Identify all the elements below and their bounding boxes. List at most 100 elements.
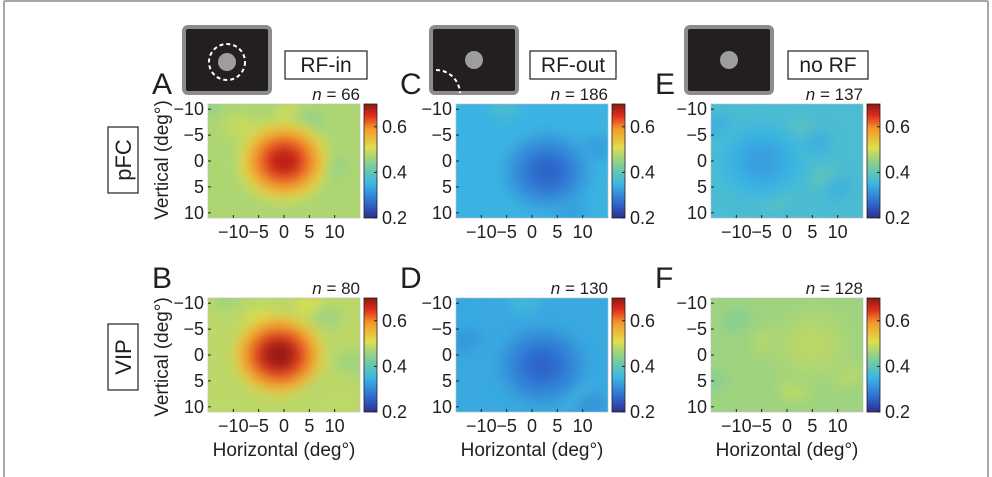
rf-ring-icon [208, 43, 246, 81]
colorbar-tick-label: 0.6 [630, 117, 655, 137]
sample-size-label: n = 80 [312, 279, 360, 298]
x-tick-label: −5 [248, 222, 269, 242]
y-axis-title-bottom: Vertical (deg°) [152, 297, 173, 417]
x-tick-label: −5 [496, 416, 517, 436]
x-tick-label: −5 [496, 222, 517, 242]
colorbar-tick-label: 0.6 [885, 117, 910, 137]
condition-label-rf-out: RF-out [541, 54, 605, 77]
region-label-pfc-box: pFC [107, 126, 139, 194]
y-tick-label: 5 [194, 177, 204, 197]
y-tick-label: 10 [184, 203, 204, 223]
x-tick-label: 5 [807, 222, 817, 242]
rf-partial-ring-icon [435, 68, 461, 94]
y-tick-label: −10 [676, 293, 707, 313]
region-label-vip-box: VIP [107, 323, 139, 391]
x-tick-label: −10 [721, 416, 752, 436]
x-tick-label: 0 [527, 416, 537, 436]
sample-size-label: n = 128 [806, 279, 863, 298]
x-tick-label: −10 [218, 222, 249, 242]
x-tick-label: 5 [552, 416, 562, 436]
colorbar-tick-label: 0.4 [630, 356, 655, 376]
colorbar-tick-label: 0.6 [382, 311, 407, 331]
colorbar-tick-label: 0.6 [630, 311, 655, 331]
y-tick-label: 10 [432, 203, 452, 223]
y-tick-label: −5 [686, 319, 707, 339]
condition-label-box [529, 50, 617, 80]
y-tick-label: 10 [687, 397, 707, 417]
x-tick-label: 5 [304, 222, 314, 242]
x-tick-label: 10 [573, 416, 593, 436]
stimulus-icon-rf-in [182, 25, 272, 95]
panel-letter: F [655, 262, 673, 295]
fixation-dot-icon [465, 51, 483, 69]
x-tick-label: 0 [782, 222, 792, 242]
y-tick-label: 5 [697, 371, 707, 391]
heatmap-peak [238, 120, 330, 202]
colorbar-tick-label: 0.2 [885, 208, 910, 228]
y-axis-title-top: Vertical (deg°) [152, 100, 173, 220]
colorbar [363, 103, 378, 219]
y-tick-label: −10 [421, 99, 452, 119]
heatmap-peak [715, 120, 808, 202]
heatmap-peak [232, 314, 325, 396]
region-label-vip: VIP [111, 339, 136, 374]
panel-letter: C [400, 68, 422, 101]
y-tick-label: 0 [194, 345, 204, 365]
panel-letter: B [152, 262, 172, 295]
colorbar-tick-label: 0.4 [630, 162, 655, 182]
fixation-dot-icon [720, 51, 738, 69]
colorbar-tick-label: 0.4 [885, 356, 910, 376]
colorbar-tick-label: 0.2 [630, 208, 655, 228]
colorbar-tick-label: 0.2 [630, 402, 655, 422]
x-tick-label: 10 [325, 416, 345, 436]
x-tick-label: −10 [466, 222, 497, 242]
x-tick-label: 5 [807, 416, 817, 436]
colorbar-tick-label: 0.6 [382, 117, 407, 137]
x-tick-label: 0 [527, 222, 537, 242]
sample-size-label: n = 137 [806, 85, 863, 104]
x-axis-title: Horizontal (deg°) [461, 440, 604, 461]
y-tick-label: 10 [184, 397, 204, 417]
y-tick-label: −5 [183, 125, 204, 145]
y-tick-label: −5 [183, 319, 204, 339]
x-tick-label: −10 [721, 222, 752, 242]
y-tick-label: 5 [697, 177, 707, 197]
x-tick-label: −10 [218, 416, 249, 436]
y-tick-label: −10 [676, 99, 707, 119]
x-tick-label: 0 [782, 416, 792, 436]
x-tick-label: −5 [248, 416, 269, 436]
x-tick-label: −5 [751, 416, 772, 436]
y-tick-label: 5 [442, 177, 452, 197]
colorbar [866, 103, 881, 219]
colorbar-tick-label: 0.2 [382, 402, 407, 422]
y-tick-label: 10 [687, 203, 707, 223]
colorbar-tick-label: 0.2 [885, 402, 910, 422]
x-tick-label: 0 [279, 222, 289, 242]
y-tick-label: −10 [173, 99, 204, 119]
stimulus-icon-no-rf [684, 25, 774, 95]
panel-letter: E [655, 68, 675, 101]
colorbar [866, 297, 881, 413]
region-label-pfc: pFC [111, 139, 136, 181]
colorbar [611, 103, 626, 219]
fixation-dot-icon [218, 53, 236, 71]
colorbar [611, 297, 626, 413]
x-axis-title: Horizontal (deg°) [716, 440, 859, 461]
y-tick-label: 0 [697, 345, 707, 365]
x-tick-label: 5 [304, 416, 314, 436]
y-tick-label: −5 [686, 125, 707, 145]
y-tick-label: 0 [194, 151, 204, 171]
y-tick-label: −5 [431, 125, 452, 145]
x-tick-label: 10 [325, 222, 345, 242]
x-tick-label: 10 [573, 222, 593, 242]
condition-label-box [284, 50, 368, 80]
y-tick-label: 5 [442, 371, 452, 391]
x-tick-label: 10 [828, 416, 848, 436]
